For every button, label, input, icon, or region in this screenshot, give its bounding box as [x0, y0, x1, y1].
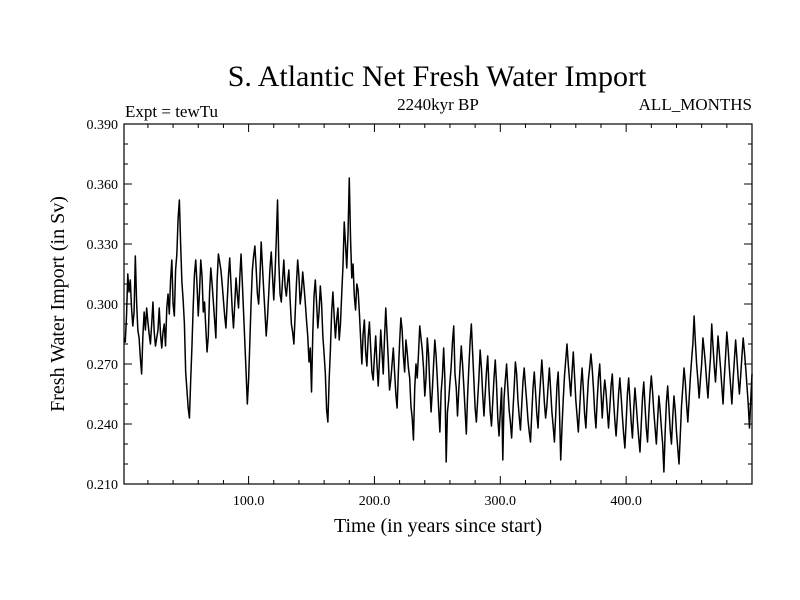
- y-axis-label: Fresh Water Import (in Sv): [47, 196, 69, 412]
- x-axis-label: Time (in years since start): [334, 515, 542, 537]
- x-tick-label: 300.0: [485, 494, 517, 509]
- y-tick-label: 0.360: [87, 178, 119, 193]
- series-line: [123, 177, 753, 473]
- plot-frame: [123, 123, 753, 485]
- x-tick-label: 200.0: [359, 494, 391, 509]
- y-axis: 0.210 0.240 0.270 0.300 0.330 0.360 0.390: [87, 118, 752, 493]
- y-tick-label: 0.270: [87, 358, 119, 373]
- x-axis: 100.0 200.0 300.0 400.0: [147, 124, 753, 509]
- months-label: ALL_MONTHS: [639, 95, 752, 114]
- x-tick-label: 100.0: [233, 494, 265, 509]
- chart-title: S. Atlantic Net Fresh Water Import: [228, 60, 647, 93]
- x-tick-label: 400.0: [610, 494, 642, 509]
- y-tick-label: 0.390: [87, 118, 119, 133]
- y-tick-label: 0.240: [87, 418, 119, 433]
- y-tick-label: 0.300: [87, 298, 119, 313]
- y-tick-label: 0.330: [87, 238, 119, 253]
- experiment-label: Expt = tewTu: [125, 102, 219, 121]
- y-tick-label: 0.210: [87, 478, 119, 493]
- chart-subtitle: 2240kyr BP: [397, 95, 479, 114]
